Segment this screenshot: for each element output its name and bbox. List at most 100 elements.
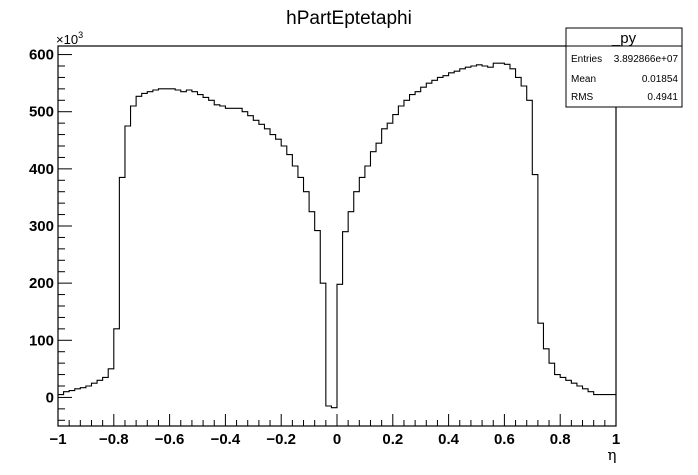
histogram-bin <box>387 123 393 397</box>
histogram-bin <box>543 349 549 398</box>
histogram-bin <box>504 64 510 397</box>
histogram-bin <box>114 329 120 398</box>
histogram-bin <box>577 386 583 397</box>
histogram-bin <box>477 65 483 398</box>
histogram-bin <box>125 126 131 397</box>
histogram-bin <box>103 377 109 397</box>
stats-entries-label: Entries <box>571 54 602 65</box>
histogram-bars <box>58 62 616 409</box>
histogram-bin <box>398 106 404 397</box>
histogram-bin <box>348 212 354 398</box>
histogram-bin <box>437 77 443 397</box>
histogram-bin <box>231 108 237 397</box>
histogram-bin <box>410 95 416 398</box>
x-tick-label: −0.8 <box>99 431 129 448</box>
histogram-bin <box>214 105 220 398</box>
x-tick-label: 1 <box>612 431 620 448</box>
stats-mean-label: Mean <box>571 74 596 85</box>
x-tick-label: −1 <box>49 431 66 448</box>
histogram-bin <box>471 66 477 397</box>
histogram-bin <box>276 139 282 397</box>
histogram-bin <box>594 395 600 398</box>
histogram-bin <box>237 108 243 397</box>
histogram-bin <box>220 106 226 397</box>
x-tick-label: 0.4 <box>438 431 460 448</box>
x-tick-label: 0.8 <box>550 431 571 448</box>
x-tick-label: −0.2 <box>266 431 296 448</box>
y-tick-label: 600 <box>29 47 54 64</box>
y-tick-label: 100 <box>29 332 54 349</box>
histogram-bin <box>64 392 70 398</box>
histogram-bin <box>225 108 231 397</box>
x-axis-label: η <box>608 446 617 464</box>
histogram-bin <box>482 66 488 397</box>
histogram-bin <box>566 380 572 397</box>
histogram-bin <box>426 83 432 397</box>
histogram-bin <box>158 89 164 398</box>
histogram-bin <box>465 67 471 397</box>
x-tick-label: −0.6 <box>155 431 185 448</box>
histogram-bin <box>359 177 365 397</box>
chart-title: hPartEptetaphi <box>286 8 412 29</box>
histogram-bin <box>588 392 594 398</box>
histogram-bin <box>164 89 170 398</box>
histogram-bin <box>376 143 382 397</box>
histogram-bin <box>488 67 494 397</box>
histogram-bin <box>209 100 215 397</box>
histogram-bin <box>298 177 304 397</box>
stats-box-title: _py <box>611 30 637 47</box>
histogram-bin <box>315 231 321 398</box>
y-tick-label: 300 <box>29 218 54 235</box>
x-tick-label: −0.4 <box>211 431 241 448</box>
histogram-bin <box>382 129 388 398</box>
histogram-bin <box>181 92 187 398</box>
histogram-bin <box>147 92 153 398</box>
histogram-bin <box>119 177 125 397</box>
histogram-bin <box>192 92 198 398</box>
histogram-bin <box>253 120 259 397</box>
histogram-bin <box>142 93 148 397</box>
histogram-bin <box>136 96 142 397</box>
histogram-bin <box>242 112 248 398</box>
histogram-bin <box>97 380 103 397</box>
stats-rms-value: 0.4941 <box>647 92 678 103</box>
histogram-bin <box>320 283 326 397</box>
y-axis-multiplier: ×103 <box>56 30 83 47</box>
histogram-bin <box>521 86 527 397</box>
histogram-bin <box>393 115 399 398</box>
histogram-bin <box>549 363 555 397</box>
y-tick-label: 200 <box>29 275 54 292</box>
histogram-bin <box>605 395 611 398</box>
y-axis: 0 100 200 300 400 500 600 <box>29 47 72 421</box>
histogram-bin <box>527 100 533 397</box>
histogram-bin <box>80 388 86 398</box>
histogram-bin <box>259 124 265 397</box>
histogram-bin <box>203 97 209 397</box>
histogram-bin <box>583 389 589 398</box>
x-axis: −1 −0.8 −0.6 −0.4 −0.2 0 0.2 0.4 0.6 0.8 1 <box>49 414 620 448</box>
histogram-bin <box>370 152 376 398</box>
histogram-bin <box>326 397 332 406</box>
stats-mean-value: 0.01854 <box>642 74 679 85</box>
histogram-bin <box>516 77 522 397</box>
histogram-outline <box>58 62 616 409</box>
histogram-bin <box>354 192 360 398</box>
histogram-bin <box>131 106 137 397</box>
histogram-bin <box>264 129 270 398</box>
histogram-bin <box>108 369 114 398</box>
histogram-bin <box>493 63 499 397</box>
histogram-bin <box>499 63 505 397</box>
histogram-bin <box>153 90 159 397</box>
histogram-bin <box>292 166 298 397</box>
histogram-bin <box>510 69 516 398</box>
histogram-bin <box>309 212 315 398</box>
histogram-bin <box>86 386 92 397</box>
histogram-bin <box>610 395 616 398</box>
histogram-bin <box>248 116 254 398</box>
histogram-bin <box>91 383 97 397</box>
histogram-bin <box>599 395 605 398</box>
histogram-bin <box>198 95 204 398</box>
histogram-bin <box>432 80 438 397</box>
stats-entries-value: 3.892866e+07 <box>614 54 679 65</box>
